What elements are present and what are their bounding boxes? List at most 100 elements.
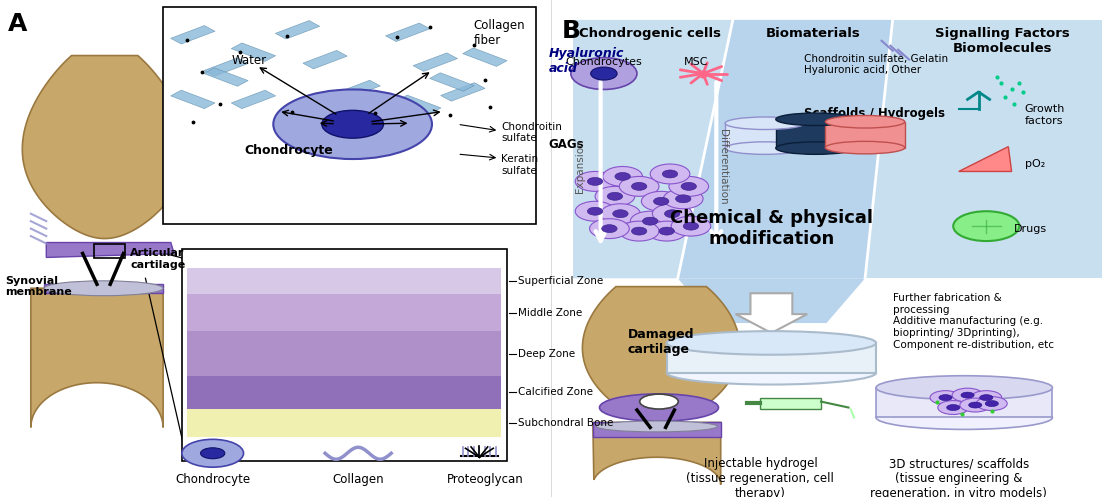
Text: Superficial Zone: Superficial Zone (518, 276, 603, 286)
Text: Deep Zone: Deep Zone (518, 349, 575, 359)
Polygon shape (413, 53, 457, 72)
Ellipse shape (587, 177, 603, 185)
Ellipse shape (595, 186, 635, 206)
Text: Chondrocyte: Chondrocyte (245, 144, 334, 157)
Text: Middle Zone: Middle Zone (518, 308, 582, 318)
Ellipse shape (665, 210, 680, 218)
Polygon shape (573, 20, 733, 278)
Ellipse shape (776, 113, 855, 126)
Ellipse shape (825, 115, 905, 128)
Polygon shape (231, 90, 276, 109)
Polygon shape (303, 50, 347, 69)
Ellipse shape (676, 195, 691, 203)
Ellipse shape (953, 211, 1019, 241)
Ellipse shape (642, 217, 658, 225)
Polygon shape (678, 278, 865, 323)
Bar (187, 331, 501, 376)
Ellipse shape (947, 405, 960, 411)
Ellipse shape (930, 391, 961, 405)
Text: Synovial
membrane: Synovial membrane (6, 276, 73, 297)
Ellipse shape (776, 142, 855, 155)
Polygon shape (386, 23, 430, 42)
Ellipse shape (659, 227, 674, 235)
Bar (776, 119, 855, 148)
Ellipse shape (683, 222, 699, 230)
Ellipse shape (938, 401, 969, 414)
Ellipse shape (613, 210, 628, 218)
Polygon shape (593, 422, 721, 485)
Text: Signalling Factors
Biomolecules: Signalling Factors Biomolecules (936, 27, 1070, 55)
Ellipse shape (647, 221, 687, 241)
Ellipse shape (602, 225, 617, 233)
Polygon shape (46, 243, 174, 257)
Ellipse shape (971, 391, 1002, 405)
Bar (760, 398, 821, 409)
Ellipse shape (182, 439, 244, 467)
Text: Chemical & physical
modification: Chemical & physical modification (670, 209, 873, 248)
Ellipse shape (641, 191, 681, 211)
Ellipse shape (976, 397, 1007, 411)
Text: 3D structures/ scaffolds
(tissue engineering &
regeneration, in vitro models): 3D structures/ scaffolds (tissue enginee… (871, 457, 1047, 497)
Bar (187, 268, 501, 294)
Polygon shape (22, 56, 187, 239)
Text: Chondrocyte: Chondrocyte (175, 473, 250, 486)
Text: Subchondral Bone: Subchondral Bone (518, 418, 614, 428)
Text: Collagen
fiber: Collagen fiber (474, 19, 526, 47)
Bar (187, 376, 501, 409)
Text: Collagen: Collagen (333, 473, 383, 486)
Text: Chondrocytes: Chondrocytes (565, 57, 642, 67)
Ellipse shape (725, 142, 804, 155)
Polygon shape (583, 287, 739, 421)
Polygon shape (276, 20, 320, 39)
Ellipse shape (615, 172, 630, 180)
Bar (94, 244, 125, 258)
Ellipse shape (619, 221, 659, 241)
Ellipse shape (961, 392, 974, 398)
Ellipse shape (876, 406, 1052, 429)
Bar (593, 422, 721, 437)
Ellipse shape (273, 89, 432, 159)
Text: GAGs: GAGs (549, 138, 584, 151)
Polygon shape (31, 288, 163, 427)
Polygon shape (865, 20, 1102, 278)
Text: B: B (562, 19, 581, 43)
Bar (187, 409, 501, 437)
Ellipse shape (652, 204, 692, 224)
Text: Water: Water (231, 54, 267, 67)
Text: Articular
cartilage: Articular cartilage (130, 248, 185, 270)
Text: Chondroitin
sulfate: Chondroitin sulfate (501, 122, 562, 143)
Ellipse shape (603, 166, 642, 186)
Bar (187, 294, 501, 331)
Text: Expansion: Expansion (574, 140, 585, 193)
Ellipse shape (667, 361, 876, 385)
Bar (825, 122, 905, 148)
Ellipse shape (671, 216, 711, 236)
Polygon shape (336, 80, 380, 99)
Ellipse shape (725, 117, 804, 130)
Ellipse shape (960, 398, 991, 412)
Bar (667, 343, 876, 373)
Polygon shape (171, 90, 215, 109)
Bar (725, 123, 804, 148)
Ellipse shape (619, 176, 659, 196)
Polygon shape (397, 95, 441, 114)
Text: Differentiation: Differentiation (717, 129, 728, 204)
Ellipse shape (201, 448, 225, 459)
Text: Injectable hydrogel
(tissue regeneration, cell
therapy): Injectable hydrogel (tissue regeneration… (687, 457, 834, 497)
Ellipse shape (631, 227, 647, 235)
Ellipse shape (587, 207, 603, 215)
Bar (163, 7, 536, 224)
Ellipse shape (681, 182, 696, 190)
Text: MSC: MSC (684, 57, 709, 67)
Text: Proteoglycan: Proteoglycan (446, 473, 523, 486)
Text: Biomaterials: Biomaterials (766, 27, 861, 40)
Ellipse shape (969, 402, 982, 408)
Polygon shape (430, 73, 474, 91)
Ellipse shape (650, 164, 690, 184)
Ellipse shape (876, 376, 1052, 400)
Ellipse shape (322, 110, 383, 138)
Ellipse shape (939, 395, 952, 401)
Ellipse shape (985, 401, 998, 407)
Polygon shape (678, 20, 893, 278)
Text: Drugs: Drugs (1014, 224, 1047, 234)
